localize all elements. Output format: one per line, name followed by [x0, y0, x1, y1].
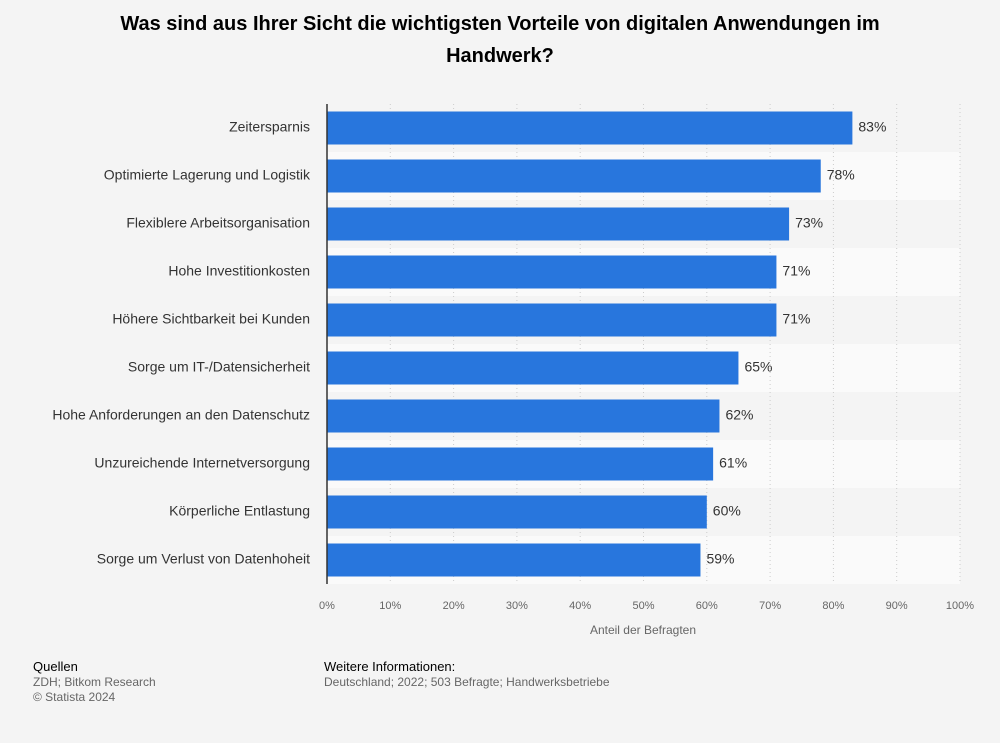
x-tick-label: 30% — [506, 600, 528, 612]
y-tick-label: Flexiblere Arbeitsorganisation — [126, 215, 310, 231]
value-label: 62% — [725, 407, 753, 423]
chart-title: Was sind aus Ihrer Sicht die wichtigsten… — [120, 13, 880, 67]
y-tick-label: Höhere Sichtbarkeit bei Kunden — [112, 311, 310, 327]
info: Deutschland; 2022; 503 Befragte; Handwer… — [324, 675, 610, 689]
bar — [327, 207, 790, 241]
value-label: 78% — [827, 167, 855, 183]
x-tick-label: 0% — [319, 600, 335, 612]
x-axis-label: Anteil der Befragten — [590, 623, 696, 637]
x-tick-label: 90% — [886, 600, 908, 612]
value-label: 73% — [795, 215, 823, 231]
value-label: 59% — [706, 551, 734, 567]
bar — [327, 447, 714, 481]
bar — [327, 111, 853, 145]
value-label: 65% — [744, 359, 772, 375]
x-tick-label: 10% — [379, 600, 401, 612]
bar — [327, 303, 777, 337]
bar — [327, 399, 720, 433]
y-tick-label: Körperliche Entlastung — [169, 503, 310, 519]
x-tick-label: 60% — [696, 600, 718, 612]
bar — [327, 495, 707, 529]
y-tick-label: Hohe Anforderungen an den Datenschutz — [52, 407, 310, 423]
x-tick-label: 100% — [946, 600, 974, 612]
value-label: 61% — [719, 455, 747, 471]
x-tick-label: 50% — [632, 600, 654, 612]
x-tick-label: 80% — [822, 600, 844, 612]
bar — [327, 255, 777, 289]
info-title: Weitere Informationen: — [324, 659, 456, 674]
bar — [327, 543, 701, 577]
value-label: 60% — [713, 503, 741, 519]
bar — [327, 159, 821, 193]
x-tick-label: 70% — [759, 600, 781, 612]
value-label: 83% — [858, 119, 886, 135]
x-tick-label: 20% — [443, 600, 465, 612]
y-tick-label: Unzureichende Internetversorgung — [94, 455, 310, 471]
sources: ZDH; Bitkom Research — [33, 675, 156, 689]
y-tick-label: Zeitersparnis — [229, 119, 310, 135]
y-tick-label: Sorge um IT-/Datensicherheit — [128, 359, 310, 375]
y-tick-label: Sorge um Verlust von Datenhoheit — [97, 551, 310, 567]
bar — [327, 351, 739, 385]
sources-title: Quellen — [33, 659, 78, 674]
y-tick-label: Optimierte Lagerung und Logistik — [104, 167, 311, 183]
y-tick-label: Hohe Investitionkosten — [168, 263, 310, 279]
value-label: 71% — [782, 311, 810, 327]
copyright: © Statista 2024 — [33, 690, 116, 704]
value-label: 71% — [782, 263, 810, 279]
x-tick-label: 40% — [569, 600, 591, 612]
